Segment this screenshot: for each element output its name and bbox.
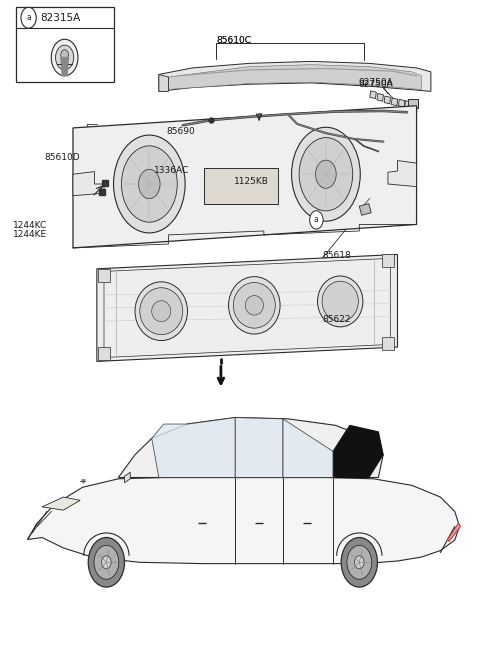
Polygon shape [124, 472, 130, 483]
Circle shape [341, 538, 377, 587]
Bar [98, 347, 110, 360]
Ellipse shape [322, 281, 359, 322]
Circle shape [347, 546, 372, 579]
Bar [391, 98, 398, 106]
Bar [382, 253, 394, 267]
Polygon shape [447, 523, 460, 542]
Polygon shape [235, 417, 283, 477]
Ellipse shape [318, 276, 363, 327]
Polygon shape [283, 419, 333, 477]
Bar [382, 337, 394, 350]
Text: 85610D: 85610D [44, 153, 80, 162]
Bar [377, 94, 384, 102]
Bar [16, 7, 114, 83]
Polygon shape [97, 254, 397, 362]
Circle shape [315, 160, 336, 189]
Text: 1244KE: 1244KE [13, 231, 48, 239]
Text: a: a [314, 215, 319, 225]
Polygon shape [388, 160, 417, 187]
Circle shape [102, 556, 111, 569]
Bar [384, 96, 391, 104]
Circle shape [61, 50, 69, 60]
Polygon shape [159, 75, 168, 92]
Text: 1244KC: 1244KC [13, 221, 48, 230]
Circle shape [355, 556, 364, 569]
Ellipse shape [228, 276, 280, 334]
Polygon shape [360, 204, 371, 215]
Text: 92750A: 92750A [359, 79, 393, 87]
Bar [408, 99, 418, 108]
Text: a: a [26, 13, 31, 22]
Text: 92750A: 92750A [359, 80, 393, 88]
Ellipse shape [233, 282, 276, 328]
Text: 85618: 85618 [322, 252, 351, 260]
Polygon shape [333, 425, 383, 477]
Polygon shape [159, 62, 431, 92]
Circle shape [299, 138, 353, 211]
Polygon shape [28, 477, 459, 563]
Circle shape [51, 39, 78, 76]
Text: 85690: 85690 [166, 127, 195, 136]
Polygon shape [118, 417, 383, 477]
Circle shape [94, 546, 119, 579]
Polygon shape [73, 105, 417, 248]
Circle shape [114, 135, 185, 233]
Ellipse shape [135, 282, 188, 341]
Ellipse shape [140, 288, 183, 335]
Text: 1125KB: 1125KB [234, 177, 269, 186]
Circle shape [21, 7, 36, 28]
Text: 85622: 85622 [323, 315, 351, 324]
Polygon shape [42, 497, 80, 510]
Text: 82315A: 82315A [40, 12, 81, 23]
Text: 1336AC: 1336AC [154, 166, 189, 176]
Bar [370, 91, 376, 99]
Text: 85610C: 85610C [216, 36, 251, 45]
Polygon shape [168, 65, 421, 90]
Circle shape [56, 45, 74, 70]
Ellipse shape [152, 301, 171, 322]
Text: 85610C: 85610C [216, 36, 251, 45]
Polygon shape [61, 58, 69, 76]
Bar [398, 100, 405, 107]
Bar [405, 101, 411, 109]
Polygon shape [73, 172, 104, 196]
Bar [98, 269, 110, 282]
Circle shape [291, 127, 360, 221]
Bar [204, 168, 278, 204]
Polygon shape [152, 417, 235, 477]
Circle shape [88, 538, 124, 587]
Circle shape [310, 211, 323, 229]
Ellipse shape [245, 295, 264, 315]
Circle shape [121, 146, 177, 222]
Circle shape [139, 170, 160, 198]
